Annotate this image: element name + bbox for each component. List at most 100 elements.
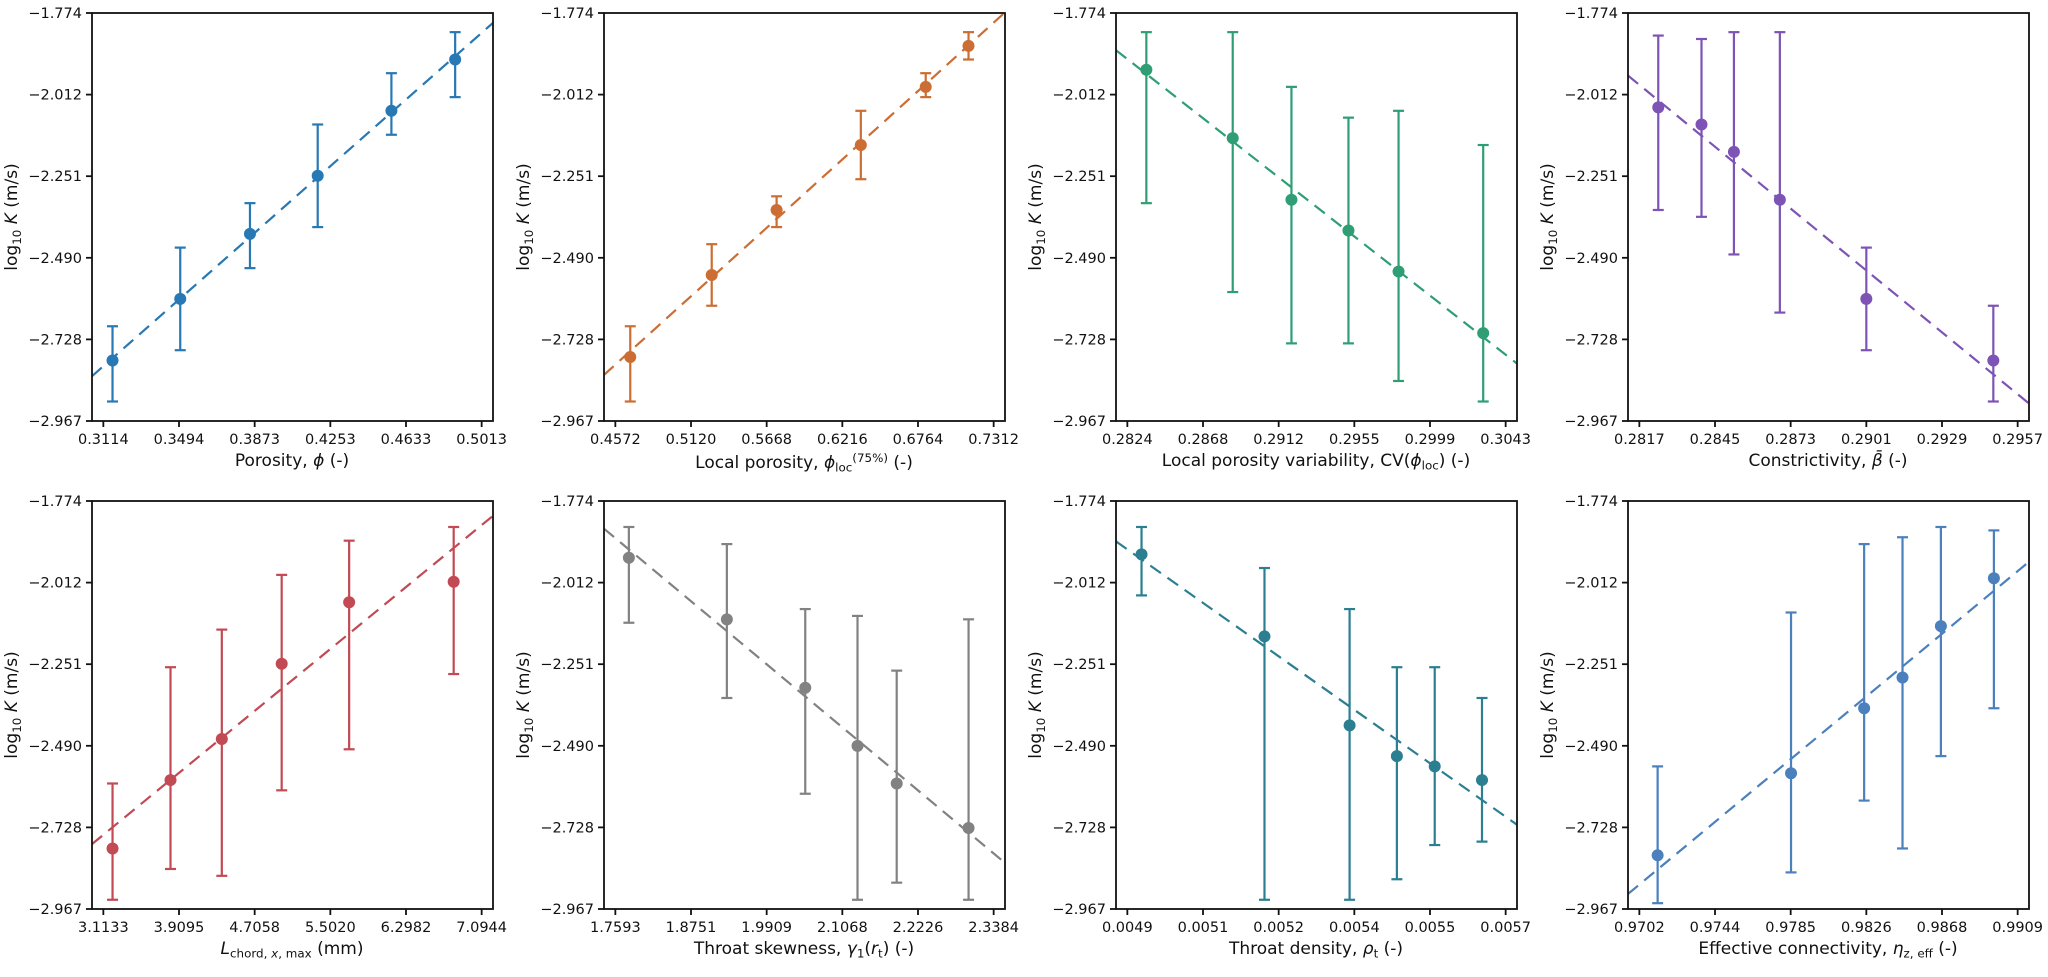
svg-text:0.9826: 0.9826 [1841,920,1892,936]
x-axis-label: Lchord, x, max (mm) [220,939,364,961]
x-axis-label: Throat density, ρt (-) [1228,939,1404,961]
svg-text:0.4253: 0.4253 [305,432,356,448]
svg-text:0.2957: 0.2957 [1992,432,2043,448]
svg-text:0.2901: 0.2901 [1841,432,1892,448]
svg-text:0.9909: 0.9909 [1992,920,2043,936]
svg-text:−2.251: −2.251 [1052,169,1106,185]
plot-canvas-constrictivity: −1.774 −2.012 −2.251 −2.490 −2.728 −2.967 0.28… [1564,6,2043,448]
svg-text:−2.490: −2.490 [1564,739,1618,755]
svg-text:0.2873: 0.2873 [1765,432,1816,448]
svg-text:−2.251: −2.251 [28,169,82,185]
svg-text:1.7593: 1.7593 [590,920,641,936]
svg-text:−2.490: −2.490 [1564,251,1618,267]
svg-text:−2.728: −2.728 [540,332,594,348]
plot-canvas-local-porosity: −1.774 −2.012 −2.251 −2.490 −2.728 −2.967 0.45… [540,6,1019,448]
svg-text:−2.728: −2.728 [1052,332,1106,348]
svg-text:0.0054: 0.0054 [1329,920,1380,936]
svg-text:4.7058: 4.7058 [229,920,280,936]
svg-text:−2.967: −2.967 [1052,414,1106,430]
svg-text:−1.774: −1.774 [540,494,594,510]
svg-text:−2.012: −2.012 [1564,576,1618,592]
svg-text:−2.967: −2.967 [1564,414,1618,430]
svg-text:1.9909: 1.9909 [741,920,792,936]
svg-text:0.3114: 0.3114 [78,432,129,448]
svg-text:−2.251: −2.251 [1564,657,1618,673]
svg-text:0.9868: 0.9868 [1917,920,1968,936]
svg-text:0.9744: 0.9744 [1690,920,1741,936]
subplot-local-porosity-variability: log10 K (m/s) −1.774 −2.012 −2.251 −2.490 −2… [1024,0,1536,488]
svg-text:−2.012: −2.012 [28,576,82,592]
svg-text:−1.774: −1.774 [1052,6,1106,22]
svg-text:2.3384: 2.3384 [968,920,1019,936]
svg-text:−2.012: −2.012 [1564,88,1618,104]
svg-text:−2.728: −2.728 [540,820,594,836]
subplot-porosity: log10 K (m/s) −1.774 −2.012 −2.251 −2.490 −2… [0,0,512,488]
svg-text:0.3043: 0.3043 [1480,432,1531,448]
svg-text:3.9095: 3.9095 [154,920,205,936]
svg-text:−1.774: −1.774 [1564,494,1618,510]
svg-text:0.2824: 0.2824 [1102,432,1153,448]
subplot-effective-connectivity: log10 K (m/s) −1.774 −2.012 −2.251 −2.490 −2… [1536,488,2048,976]
svg-text:−2.967: −2.967 [1052,902,1106,918]
plot-canvas-local-porosity-variability: −1.774 −2.012 −2.251 −2.490 −2.728 −2.967 0.28… [1052,6,1531,448]
x-axis-label: Effective connectivity, ηz, eff (-) [1698,939,1958,961]
svg-text:−2.012: −2.012 [540,576,594,592]
svg-text:0.4633: 0.4633 [381,432,432,448]
svg-text:0.5013: 0.5013 [456,432,507,448]
svg-text:0.0055: 0.0055 [1405,920,1456,936]
svg-text:−2.251: −2.251 [1564,169,1618,185]
plot-canvas-effective-connectivity: −1.774 −2.012 −2.251 −2.490 −2.728 −2.967 0.97… [1564,494,2043,936]
svg-text:−2.012: −2.012 [540,88,594,104]
svg-text:−1.774: −1.774 [28,6,82,22]
svg-text:0.6764: 0.6764 [893,432,944,448]
svg-text:0.0049: 0.0049 [1102,920,1153,936]
svg-text:0.2955: 0.2955 [1329,432,1380,448]
svg-text:1.8751: 1.8751 [666,920,717,936]
subplot-throat-skewness: log10 K (m/s) −1.774 −2.012 −2.251 −2.490 −2… [512,488,1024,976]
svg-text:7.0944: 7.0944 [456,920,507,936]
subplot-constrictivity: log10 K (m/s) −1.774 −2.012 −2.251 −2.490 −2… [1536,0,2048,488]
svg-text:−2.490: −2.490 [540,251,594,267]
svg-text:0.2817: 0.2817 [1614,432,1665,448]
svg-text:−2.490: −2.490 [1052,251,1106,267]
svg-text:−2.967: −2.967 [540,414,594,430]
svg-text:0.5668: 0.5668 [741,432,792,448]
subplot-local-porosity: log10 K (m/s) −1.774 −2.012 −2.251 −2.490 −2… [512,0,1024,488]
svg-text:3.1133: 3.1133 [78,920,129,936]
svg-text:0.0052: 0.0052 [1253,920,1304,936]
svg-text:0.6216: 0.6216 [817,432,868,448]
svg-text:0.9785: 0.9785 [1765,920,1816,936]
svg-text:−2.012: −2.012 [1052,576,1106,592]
svg-text:−2.967: −2.967 [1564,902,1618,918]
svg-text:5.5020: 5.5020 [305,920,356,936]
svg-text:0.0057: 0.0057 [1480,920,1531,936]
svg-text:−2.728: −2.728 [1564,820,1618,836]
svg-text:−2.728: −2.728 [28,820,82,836]
svg-text:−1.774: −1.774 [28,494,82,510]
plot-canvas-throat-skewness: −1.774 −2.012 −2.251 −2.490 −2.728 −2.967 1.75… [540,494,1019,936]
svg-text:−2.728: −2.728 [28,332,82,348]
svg-text:2.1068: 2.1068 [817,920,868,936]
svg-text:−2.490: −2.490 [28,739,82,755]
svg-text:−2.967: −2.967 [540,902,594,918]
svg-text:0.2999: 0.2999 [1405,432,1456,448]
svg-text:−1.774: −1.774 [1052,494,1106,510]
svg-text:−2.251: −2.251 [28,657,82,673]
svg-text:0.2845: 0.2845 [1690,432,1741,448]
svg-text:0.2868: 0.2868 [1178,432,1229,448]
svg-text:−2.490: −2.490 [28,251,82,267]
svg-text:0.2929: 0.2929 [1917,432,1968,448]
subplot-throat-density: log10 K (m/s) −1.774 −2.012 −2.251 −2.490 −2… [1024,488,1536,976]
svg-text:−2.251: −2.251 [540,169,594,185]
subplot-max-chord-length: log10 K (m/s) −1.774 −2.012 −2.251 −2.490 −2… [0,488,512,976]
svg-text:−2.490: −2.490 [1052,739,1106,755]
plot-canvas-max-chord-length: −1.774 −2.012 −2.251 −2.490 −2.728 −2.967 3.11… [28,494,507,936]
svg-text:0.0051: 0.0051 [1178,920,1229,936]
svg-text:−2.967: −2.967 [28,414,82,430]
svg-text:0.3494: 0.3494 [154,432,205,448]
svg-text:−2.012: −2.012 [1052,88,1106,104]
x-axis-label: Local porosity, ϕloc(75%) (-) [695,451,913,475]
svg-text:0.9702: 0.9702 [1614,920,1665,936]
svg-text:−2.251: −2.251 [540,657,594,673]
